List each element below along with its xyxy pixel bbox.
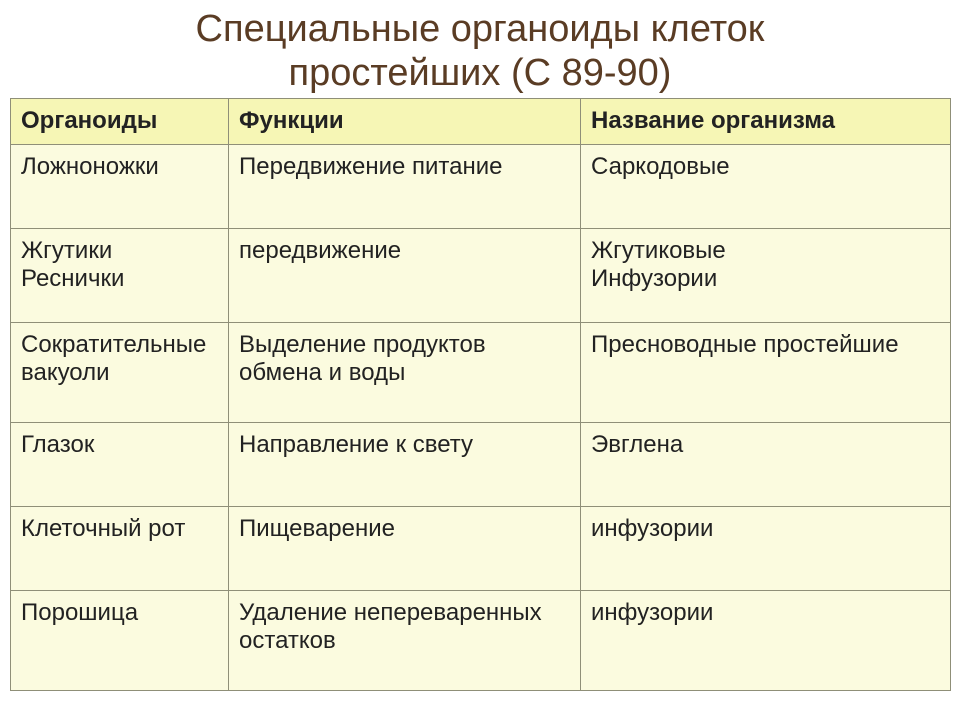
col-header-organelle: Органоиды xyxy=(11,99,229,145)
col-header-organism: Название организма xyxy=(581,99,951,145)
cell-function: Направление к свету xyxy=(229,423,581,507)
cell-organism: Эвглена xyxy=(581,423,951,507)
organelles-table: Органоиды Функции Название организма Лож… xyxy=(10,98,951,691)
cell-organism: Саркодовые xyxy=(581,145,951,229)
slide: Специальные органоиды клеток простейших … xyxy=(0,0,960,720)
cell-function: Удаление непереваренных остатков xyxy=(229,591,581,691)
cell-text: Глазок xyxy=(21,431,94,458)
cell-text: Ложноножки xyxy=(21,153,159,180)
cell-organism: инфузории xyxy=(581,507,951,591)
table-row: Сократительные вакуоли Выделение продукт… xyxy=(11,323,951,423)
table-row: Глазок Направление к свету Эвглена xyxy=(11,423,951,507)
cell-text: Сократительные вакуоли xyxy=(21,331,206,386)
cell-text: Передвижение питание xyxy=(239,153,502,180)
cell-text: Жгутиковые Инфузории xyxy=(591,237,726,292)
table-row: Порошица Удаление непереваренных остатко… xyxy=(11,591,951,691)
cell-text: инфузории xyxy=(591,515,713,542)
cell-function: передвижение xyxy=(229,229,581,323)
cell-organelle: Глазок xyxy=(11,423,229,507)
cell-text: передвижение xyxy=(239,237,401,264)
cell-text: Саркодовые xyxy=(591,153,730,180)
table-header-row: Органоиды Функции Название организма xyxy=(11,99,951,145)
cell-function: Выделение продуктов обмена и воды xyxy=(229,323,581,423)
table-row: Ложноножки Передвижение питание Саркодов… xyxy=(11,145,951,229)
cell-organism: инфузории xyxy=(581,591,951,691)
cell-organelle: Сократительные вакуоли xyxy=(11,323,229,423)
slide-title: Специальные органоиды клеток простейших … xyxy=(0,0,960,95)
cell-function: Передвижение питание xyxy=(229,145,581,229)
table-row: Клеточный рот Пищеварение инфузории xyxy=(11,507,951,591)
col-header-label: Функции xyxy=(239,107,344,134)
col-header-function: Функции xyxy=(229,99,581,145)
cell-text: Порошица xyxy=(21,599,138,626)
cell-text: Эвглена xyxy=(591,431,683,458)
cell-organism: Жгутиковые Инфузории xyxy=(581,229,951,323)
table-row: Жгутики Реснички передвижение Жгутиковые… xyxy=(11,229,951,323)
cell-organelle: Ложноножки xyxy=(11,145,229,229)
cell-text: Пресноводные простейшие xyxy=(591,331,899,358)
cell-text: Клеточный рот xyxy=(21,515,185,542)
cell-text: Жгутики Реснички xyxy=(21,237,124,292)
cell-organelle: Жгутики Реснички xyxy=(11,229,229,323)
cell-text: Направление к свету xyxy=(239,431,473,458)
col-header-label: Органоиды xyxy=(21,107,157,134)
cell-text: инфузории xyxy=(591,599,713,626)
cell-function: Пищеварение xyxy=(229,507,581,591)
cell-organelle: Клеточный рот xyxy=(11,507,229,591)
cell-organelle: Порошица xyxy=(11,591,229,691)
cell-organism: Пресноводные простейшие xyxy=(581,323,951,423)
cell-text: Пищеварение xyxy=(239,515,395,542)
col-header-label: Название организма xyxy=(591,107,835,134)
cell-text: Удаление непереваренных остатков xyxy=(239,599,542,654)
table-body: Ложноножки Передвижение питание Саркодов… xyxy=(11,145,951,691)
cell-text: Выделение продуктов обмена и воды xyxy=(239,331,486,386)
